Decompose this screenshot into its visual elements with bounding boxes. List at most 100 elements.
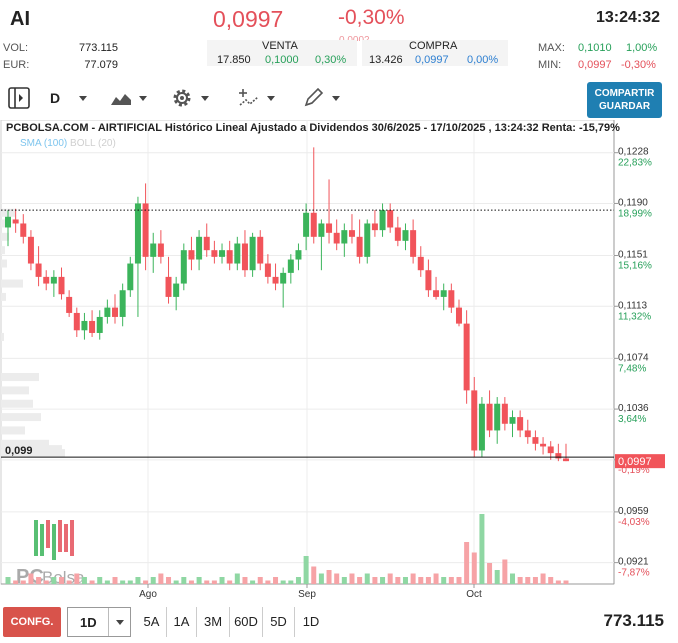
volume-bar	[303, 556, 309, 584]
settings-selector[interactable]	[170, 86, 209, 110]
candle-body	[50, 276, 57, 284]
candle-body	[12, 219, 19, 224]
candle-body	[234, 243, 241, 264]
candle-body	[142, 203, 149, 257]
range-button-3m[interactable]: 3M	[197, 607, 230, 637]
y-tick-label: 0,1074	[618, 352, 649, 363]
chart-type-selector[interactable]	[110, 86, 147, 110]
sma-label[interactable]: SMA (100)	[20, 138, 68, 149]
indicators-selector[interactable]	[238, 86, 275, 110]
sidebar-toggle-button[interactable]	[7, 86, 31, 110]
range-button-5d[interactable]: 5D	[263, 607, 295, 637]
volume-bar	[66, 580, 72, 584]
volume-bar	[196, 577, 202, 584]
buy-price: 0,0997	[415, 54, 449, 66]
watermark-candle	[70, 520, 74, 556]
candle-body	[104, 307, 111, 317]
volume-bar	[59, 577, 65, 584]
drawing-tools-selector[interactable]	[303, 86, 340, 110]
candle-body	[165, 276, 172, 297]
y-tick-percent: 11,32%	[618, 311, 651, 322]
volume-bar	[89, 580, 95, 584]
volume-bar	[311, 566, 317, 584]
candle-body	[417, 256, 424, 271]
min-price: 0,0997	[578, 59, 612, 71]
volume-bar	[74, 573, 80, 584]
volume-bar	[120, 580, 126, 584]
sell-percent: 0,30%	[315, 54, 347, 66]
period-selector[interactable]: D	[50, 86, 88, 110]
boll-label[interactable]: BOLL (20)	[70, 138, 116, 149]
max-percent: 1,00%	[626, 42, 658, 54]
candle-body	[66, 296, 73, 313]
candle-body	[371, 223, 378, 231]
candle-body	[58, 276, 65, 295]
watermark-candle	[64, 524, 68, 552]
range-button-1d[interactable]: 1D	[302, 614, 320, 629]
chevron-down-icon	[79, 95, 88, 101]
y-tick-percent: 3,64%	[618, 414, 646, 425]
chevron-down-icon	[332, 95, 340, 101]
volume-bar	[166, 577, 172, 584]
volume-profile-bar	[1, 373, 39, 382]
candle-body	[203, 236, 210, 251]
volume-bar	[517, 577, 523, 584]
volume-bar	[188, 580, 194, 584]
quote-time: 13:24:32	[595, 9, 660, 26]
max-price: 0,1010	[578, 42, 612, 54]
config-button[interactable]: CONFG.	[3, 607, 61, 637]
buy-title: COMPRA	[409, 40, 458, 52]
volume-bar	[242, 577, 248, 584]
range-button-1a[interactable]: 1A	[167, 607, 197, 637]
candle-body	[150, 243, 157, 257]
volume-bar	[441, 577, 447, 584]
range-select[interactable]: 1D	[67, 607, 131, 637]
volume-bar	[494, 570, 500, 584]
candle-body	[219, 250, 226, 257]
volume-bar	[28, 573, 34, 584]
candle-body	[157, 243, 164, 257]
range-button-5a[interactable]: 5A	[137, 607, 167, 637]
candle-body	[486, 403, 493, 431]
volume-bar	[181, 577, 187, 584]
candle-body	[402, 230, 409, 241]
candle-body	[272, 276, 279, 284]
volume-bar	[104, 580, 110, 584]
candle-body	[127, 263, 134, 291]
y-tick-label: 0,1113	[618, 300, 648, 311]
candle-body	[112, 307, 119, 317]
panel-toggle-icon	[8, 87, 30, 109]
volume-profile-bar	[1, 426, 25, 435]
range-button-60d[interactable]: 60D	[230, 607, 263, 637]
volume-bar	[532, 577, 538, 584]
volume-bar	[250, 580, 256, 584]
candle-body	[394, 227, 401, 241]
volume-bar	[150, 577, 156, 584]
sell-title: VENTA	[262, 40, 298, 52]
watermark-candle	[34, 520, 38, 556]
volume-bar	[410, 573, 416, 584]
pencil-icon	[304, 88, 324, 107]
volume-bar	[143, 580, 149, 584]
volume-bar	[425, 577, 431, 584]
x-tick-label: Ago	[139, 589, 157, 600]
x-tick-label: Sep	[298, 589, 316, 600]
min-percent: -0,30%	[621, 59, 656, 71]
candle-body	[35, 263, 42, 277]
buy-box	[362, 40, 508, 66]
euro-value: 77.079	[84, 59, 118, 71]
candle-body	[517, 417, 524, 431]
share-save-button[interactable]: COMPARTIR GUARDAR	[587, 82, 662, 118]
candle-body	[180, 250, 187, 284]
y-tick-percent: 7,48%	[618, 363, 646, 374]
buy-percent: 0,00%	[467, 54, 499, 66]
volume-bar	[563, 580, 569, 584]
current-price-tag	[615, 454, 665, 469]
candle-body	[494, 403, 501, 431]
volume-bar	[418, 577, 424, 584]
last-price: 0,0997	[213, 6, 284, 32]
range-select-value: 1D	[80, 615, 97, 630]
volume-bar	[357, 577, 363, 584]
current-price-label: 0,0997	[618, 456, 652, 468]
